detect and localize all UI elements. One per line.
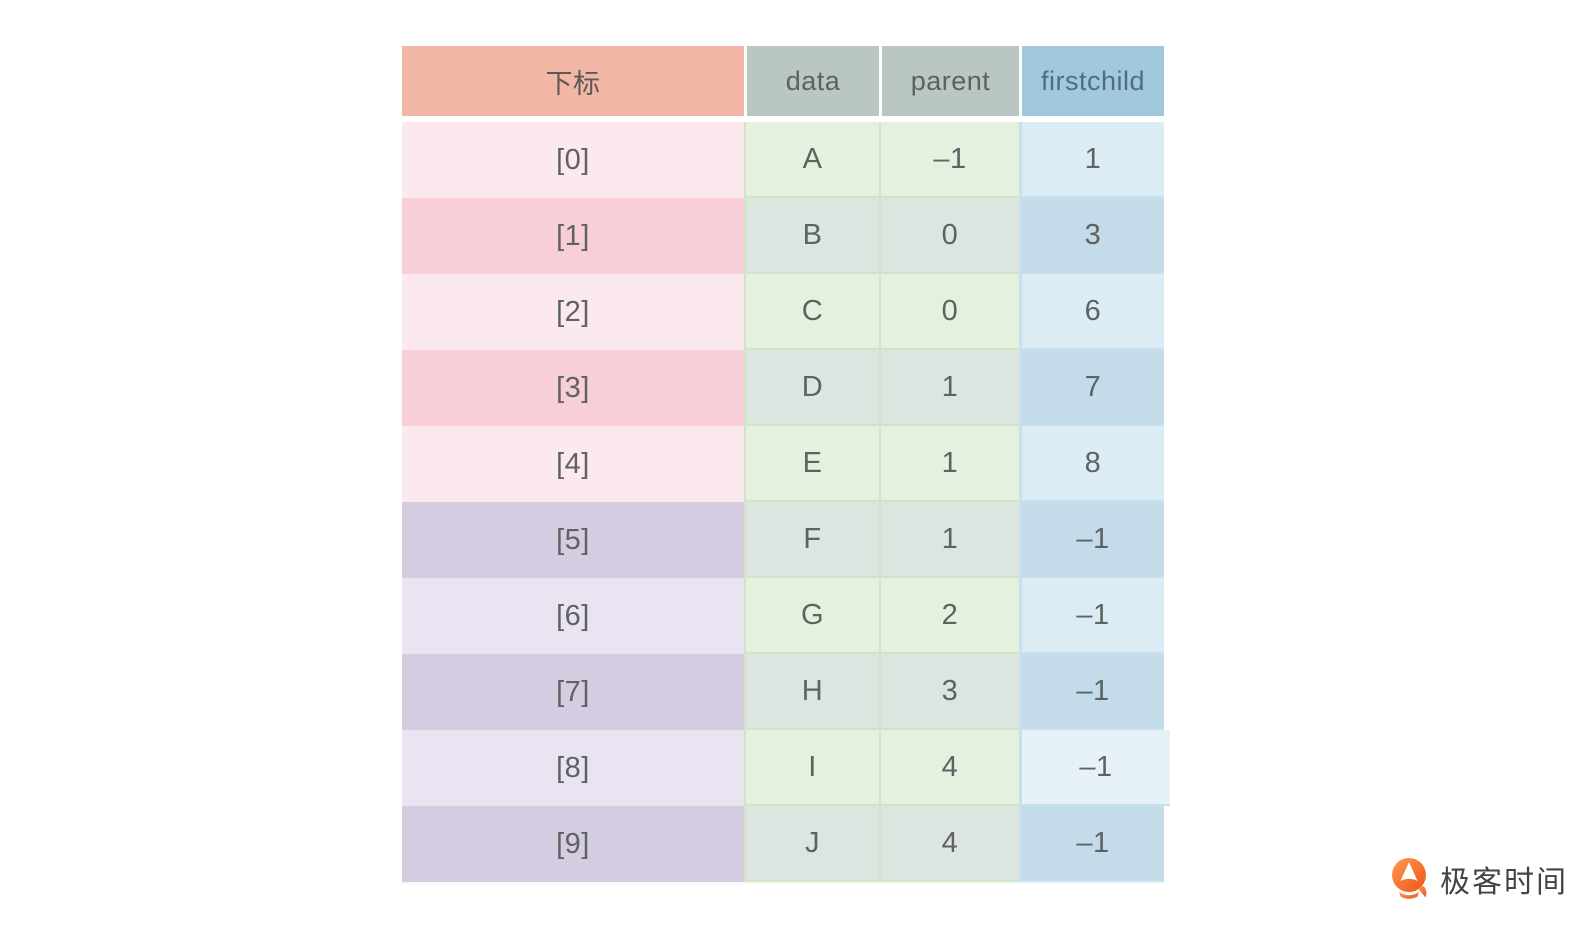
cell-index: [6] xyxy=(402,578,744,654)
cell-data: D xyxy=(744,350,879,426)
column-header-parent: parent xyxy=(879,46,1019,116)
cell-parent: 1 xyxy=(879,502,1019,578)
cell-parent: 2 xyxy=(879,578,1019,654)
cell-data: F xyxy=(744,502,879,578)
column-header-firstchild: firstchild xyxy=(1019,46,1164,116)
cell-index: [3] xyxy=(402,350,744,426)
cell-parent: 3 xyxy=(879,654,1019,730)
cell-parent: 4 xyxy=(879,730,1019,806)
cell-firstchild: 6 xyxy=(1019,274,1164,350)
cell-firstchild: –1 xyxy=(1019,654,1164,730)
cell-data: G xyxy=(744,578,879,654)
geektime-logo-icon xyxy=(1391,858,1427,904)
cell-data: I xyxy=(744,730,879,806)
cell-data: H xyxy=(744,654,879,730)
parent-firstchild-table: 下标 data parent firstchild [0] A –1 1 [1]… xyxy=(402,46,1170,882)
cell-index: [0] xyxy=(402,122,744,198)
cell-index: [2] xyxy=(402,274,744,350)
cell-index: [5] xyxy=(402,502,744,578)
cell-index: [1] xyxy=(402,198,744,274)
cell-index: [4] xyxy=(402,426,744,502)
cell-data: C xyxy=(744,274,879,350)
cell-parent: –1 xyxy=(879,122,1019,198)
cell-firstchild: 3 xyxy=(1019,198,1164,274)
cell-firstchild: 1 xyxy=(1019,122,1164,198)
cell-data: B xyxy=(744,198,879,274)
cell-parent: 0 xyxy=(879,274,1019,350)
cell-firstchild: 8 xyxy=(1019,426,1164,502)
cell-parent: 0 xyxy=(879,198,1019,274)
column-header-data: data xyxy=(744,46,879,116)
cell-firstchild: –1 xyxy=(1019,730,1170,806)
cell-data: A xyxy=(744,122,879,198)
cell-firstchild: 7 xyxy=(1019,350,1164,426)
cell-firstchild: –1 xyxy=(1019,502,1164,578)
geektime-logo-text: 极客时间 xyxy=(1440,866,1568,899)
cell-parent: 4 xyxy=(879,806,1019,882)
cell-parent: 1 xyxy=(879,426,1019,502)
column-header-index: 下标 xyxy=(402,46,744,116)
cell-parent: 1 xyxy=(879,350,1019,426)
geektime-logo: 极客时间 xyxy=(1387,854,1568,904)
cell-firstchild: –1 xyxy=(1019,578,1164,654)
cell-data: E xyxy=(744,426,879,502)
cell-index: [9] xyxy=(402,806,744,882)
cell-firstchild: –1 xyxy=(1019,806,1164,882)
cell-data: J xyxy=(744,806,879,882)
cell-index: [7] xyxy=(402,654,744,730)
cell-index: [8] xyxy=(402,730,744,806)
